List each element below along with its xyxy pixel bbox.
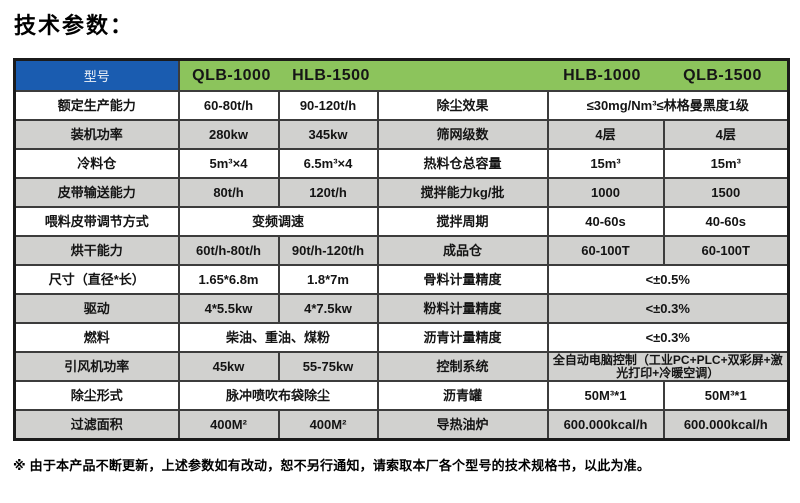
- param-value: 1.65*6.8m: [177, 264, 280, 295]
- param-value: 60-80t/h: [177, 90, 280, 121]
- param-label: 装机功率: [13, 119, 180, 150]
- param-value: 400M²: [277, 409, 379, 441]
- param-value: 45kw: [177, 351, 280, 382]
- param-label: 热料仓总容量: [376, 148, 549, 179]
- table-row: 皮带输送能力 80t/h 120t/h 搅拌能力kg/批 1000 1500: [13, 177, 790, 208]
- model-hlb-1000: HLB-1000: [563, 66, 641, 84]
- param-value: 5m³×4: [177, 148, 280, 179]
- param-label: 燃料: [13, 322, 180, 353]
- param-value: 60-100T: [662, 235, 790, 266]
- param-value: 600.000kcal/h: [546, 409, 665, 441]
- param-value: 6.5m³×4: [277, 148, 379, 179]
- models-header: QLB-1000 HLB-1500 HLB-1000 QLB-1500: [177, 58, 790, 92]
- param-label: 成品仓: [376, 235, 549, 266]
- param-label: 搅拌能力kg/批: [376, 177, 549, 208]
- param-label: 粉料计量精度: [376, 293, 549, 324]
- table-row: 冷料仓 5m³×4 6.5m³×4 热料仓总容量 15m³ 15m³: [13, 148, 790, 179]
- table-row: 烘干能力 60t/h-80t/h 90t/h-120t/h 成品仓 60-100…: [13, 235, 790, 266]
- param-value: <±0.3%: [546, 293, 790, 324]
- param-value: 1000: [546, 177, 665, 208]
- param-label: 皮带输送能力: [13, 177, 180, 208]
- param-label: 引风机功率: [13, 351, 180, 382]
- table-row: 额定生产能力 60-80t/h 90-120t/h 除尘效果 ≤30mg/Nm³…: [13, 90, 790, 121]
- param-value: 40-60s: [662, 206, 790, 237]
- param-value: 80t/h: [177, 177, 280, 208]
- footnote: ※ 由于本产品不断更新，上述参数如有改动，恕不另行通知，请索取本厂各个型号的技术…: [13, 458, 651, 473]
- param-label: 尺寸（直径*长）: [13, 264, 180, 295]
- param-value: 4*7.5kw: [277, 293, 379, 324]
- param-value: 40-60s: [546, 206, 665, 237]
- param-label: 烘干能力: [13, 235, 180, 266]
- param-value: 120t/h: [277, 177, 379, 208]
- model-qlb-1000: QLB-1000: [192, 66, 271, 84]
- param-label: 骨料计量精度: [376, 264, 549, 295]
- param-value: 15m³: [662, 148, 790, 179]
- param-label: 喂料皮带调节方式: [13, 206, 180, 237]
- param-label: 过滤面积: [13, 409, 180, 441]
- param-value: 50M³*1: [546, 380, 665, 411]
- table-row: 尺寸（直径*长） 1.65*6.8m 1.8*7m 骨料计量精度 <±0.5%: [13, 264, 790, 295]
- param-value: 90t/h-120t/h: [277, 235, 379, 266]
- param-value: 55-75kw: [277, 351, 379, 382]
- table-row: 装机功率 280kw 345kw 筛网级数 4层 4层: [13, 119, 790, 150]
- table-row: 喂料皮带调节方式 变频调速 搅拌周期 40-60s 40-60s: [13, 206, 790, 237]
- param-label: 沥青计量精度: [376, 322, 549, 353]
- param-value: <±0.5%: [546, 264, 790, 295]
- param-label: 额定生产能力: [13, 90, 180, 121]
- param-value: 变频调速: [177, 206, 379, 237]
- param-value: 4*5.5kw: [177, 293, 280, 324]
- param-value: 90-120t/h: [277, 90, 379, 121]
- param-value: 1500: [662, 177, 790, 208]
- param-label: 导热油炉: [376, 409, 549, 441]
- param-value: ≤30mg/Nm³≤林格曼黑度1级: [546, 90, 790, 121]
- param-value: <±0.3%: [546, 322, 790, 353]
- param-value: 柴油、重油、煤粉: [177, 322, 379, 353]
- model-qlb-1500: QLB-1500: [683, 66, 762, 84]
- param-label: 除尘效果: [376, 90, 549, 121]
- spec-table: 型号 QLB-1000 HLB-1500 HLB-1000 QLB-1500 额…: [13, 58, 791, 441]
- param-value: 脉冲喷吹布袋除尘: [177, 380, 379, 411]
- param-value: 60-100T: [546, 235, 665, 266]
- table-row: 过滤面积 400M² 400M² 导热油炉 600.000kcal/h 600.…: [13, 409, 790, 441]
- param-value: 280kw: [177, 119, 280, 150]
- param-label: 筛网级数: [376, 119, 549, 150]
- table-row: 除尘形式 脉冲喷吹布袋除尘 沥青罐 50M³*1 50M³*1: [13, 380, 790, 411]
- model-hlb-1500: HLB-1500: [292, 66, 370, 84]
- table-row: 燃料 柴油、重油、煤粉 沥青计量精度 <±0.3%: [13, 322, 790, 353]
- model-column-header: 型号: [13, 58, 180, 92]
- param-value: 15m³: [546, 148, 665, 179]
- param-label: 控制系统: [376, 351, 549, 382]
- param-label: 沥青罐: [376, 380, 549, 411]
- table-row: 引风机功率 45kw 55-75kw 控制系统 全自动电脑控制（工业PC+PLC…: [13, 351, 790, 382]
- param-label: 搅拌周期: [376, 206, 549, 237]
- table-row: 驱动 4*5.5kw 4*7.5kw 粉料计量精度 <±0.3%: [13, 293, 790, 324]
- param-value: 1.8*7m: [277, 264, 379, 295]
- param-value: 345kw: [277, 119, 379, 150]
- param-label: 驱动: [13, 293, 180, 324]
- param-value: 400M²: [177, 409, 280, 441]
- param-value: 50M³*1: [662, 380, 790, 411]
- page-title: 技术参数：: [14, 13, 135, 38]
- param-label: 冷料仓: [13, 148, 180, 179]
- param-value: 4层: [662, 119, 790, 150]
- param-value: 60t/h-80t/h: [177, 235, 280, 266]
- param-value: 全自动电脑控制（工业PC+PLC+双彩屏+激光打印+冷暖空调）: [546, 351, 790, 382]
- param-value: 4层: [546, 119, 665, 150]
- models-header-layout: QLB-1000 HLB-1500 HLB-1000 QLB-1500: [182, 67, 786, 85]
- param-label: 除尘形式: [13, 380, 180, 411]
- param-value: 600.000kcal/h: [662, 409, 790, 441]
- table-header-row: 型号 QLB-1000 HLB-1500 HLB-1000 QLB-1500: [13, 58, 790, 92]
